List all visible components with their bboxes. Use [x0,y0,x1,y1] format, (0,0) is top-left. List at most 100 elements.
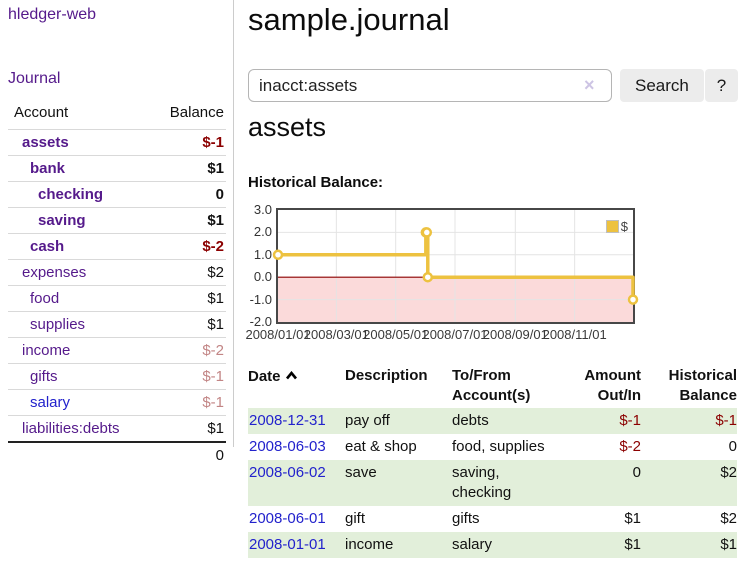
account-total-value: 0 [147,441,226,468]
account-row: assets $-1 [8,129,226,156]
clear-search-icon[interactable]: × [584,75,595,95]
account-link[interactable]: salary [30,394,71,411]
amount-cell: $1 [624,536,641,553]
account-link[interactable]: supplies [30,316,86,333]
account-row: checking 0 [8,181,226,208]
legend-label: $ [620,219,628,234]
sidebar-divider [233,0,234,447]
description-cell: eat & shop [345,438,417,455]
y-tick-label: 2.0 [253,224,272,240]
transaction-date-link[interactable]: 2008-12-31 [249,412,326,429]
register-body: 2008-12-31 pay off debts $-1 $-1 2008-06-03 ea… [248,408,737,558]
date-column-header[interactable]: Date [248,362,345,408]
transaction-date-link[interactable]: 2008-06-03 [249,438,326,455]
account-tree-body: assets $-1 bank $1 checking 0 saving $1 cash $-2 e… [8,129,226,442]
app-brand-link[interactable]: hledger-web [8,6,97,23]
page-title: sample.journal [248,2,450,37]
account-row: liabilities:debts $1 [8,415,226,442]
account-balance: $1 [147,311,226,338]
account-row: cash $-2 [8,233,226,260]
account-balance: $2 [147,259,226,286]
sidebar-item-journal[interactable]: Journal [8,70,61,87]
x-tick-label: 2008/03/01 [303,327,369,342]
y-tick-label: 0.0 [253,269,272,285]
account-balance: 0 [147,181,226,208]
amount-cell: 0 [632,464,641,481]
search-button[interactable]: Search [620,69,704,102]
account-tree-header: Account Balance [8,100,226,130]
account-balance: $-1 [147,389,226,416]
register-row: 2008-06-02 save saving, checking 0 $2 [248,460,737,506]
chart-plot-area[interactable]: $ [272,208,639,324]
accounts-column-header[interactable]: To/From Account(s) [452,367,531,404]
account-link[interactable]: liabilities:debts [22,420,120,437]
account-balance: $1 [147,155,226,182]
historical-balance-chart: 3.0 2.0 1.0 0.0 -1.0 -2.0 $ 2008/01/01 2008/03… [245,203,742,343]
description-column-header[interactable]: Description [345,367,428,384]
legend-swatch-icon [605,220,619,233]
date-cell: 2008-01-01 [248,532,345,558]
account-link[interactable]: expenses [22,264,87,281]
description-cell: save [345,464,377,481]
amount-column-header[interactable]: Amount Out/In [584,367,641,404]
date-cell: 2008-06-03 [248,434,345,460]
account-row: saving $1 [8,207,226,234]
transaction-date-link[interactable]: 2008-06-02 [249,464,326,481]
account-link[interactable]: assets [22,134,69,151]
account-tree-table: Account Balance assets $-1 bank $1 checking 0… [8,100,226,468]
account-balance: $1 [147,207,226,234]
x-tick-label: 2008/09/01 [482,327,548,342]
x-tick-label: 2008/01/01 [245,327,311,342]
account-link[interactable]: saving [38,212,86,229]
description-cell: gift [345,510,366,527]
account-link[interactable]: gifts [30,368,58,385]
chart-legend: $ [605,219,628,234]
account-row: bank $1 [8,155,226,182]
account-balance: $1 [147,415,226,442]
account-link[interactable]: cash [30,238,65,255]
account-column-header: Account [14,104,69,121]
help-button[interactable]: ? [705,69,738,102]
account-balance: $-1 [147,129,226,156]
register-header-row: Date Description To/From Account(s) Amou… [248,362,737,408]
balance-cell: $2 [720,510,737,527]
chart-title: Historical Balance: [248,174,384,191]
date-cell: 2008-06-02 [248,460,345,506]
y-tick-label: -2.0 [249,314,272,329]
register-row: 2008-01-01 income salary $1 $1 [248,532,737,558]
y-tick-label: -1.0 [249,291,272,307]
y-tick-label: 1.0 [253,246,272,262]
account-total-row: 0 [8,441,226,468]
account-link[interactable]: bank [30,160,66,177]
search-input[interactable] [248,69,612,102]
amount-cell: $-1 [619,412,641,429]
date-cell: 2008-12-31 [248,408,345,434]
account-balance: $-2 [147,233,226,260]
transaction-date-link[interactable]: 2008-01-01 [249,536,326,553]
balance-cell: $2 [720,464,737,481]
transaction-date-link[interactable]: 2008-06-01 [249,510,326,527]
accounts-cell: gifts [452,510,480,527]
search-form: × Search ? [248,69,742,103]
account-balance: $-1 [147,363,226,390]
accounts-cell: saving, checking [452,464,512,501]
account-row: supplies $1 [8,311,226,338]
account-link[interactable]: income [22,342,71,359]
balance-cell: 0 [728,438,737,455]
account-row: salary $-1 [8,389,226,416]
register-row: 2008-06-03 eat & shop food, supplies $-2 0 [248,434,737,460]
account-balance: $-2 [147,337,226,364]
account-row: food $1 [8,285,226,312]
register-table: Date Description To/From Account(s) Amou… [248,362,737,558]
description-cell: pay off [345,412,390,429]
balance-cell: $-1 [715,412,737,429]
account-row: expenses $2 [8,259,226,286]
balance-cell: $1 [720,536,737,553]
balance-column-header: Balance [169,104,224,121]
x-tick-label: 2008/05/01 [363,327,429,342]
account-balance: $1 [147,285,226,312]
account-link[interactable]: checking [38,186,104,203]
balance-column-header-main[interactable]: Historical Balance [668,367,737,404]
register-row: 2008-12-31 pay off debts $-1 $-1 [248,408,737,434]
account-link[interactable]: food [30,290,60,307]
